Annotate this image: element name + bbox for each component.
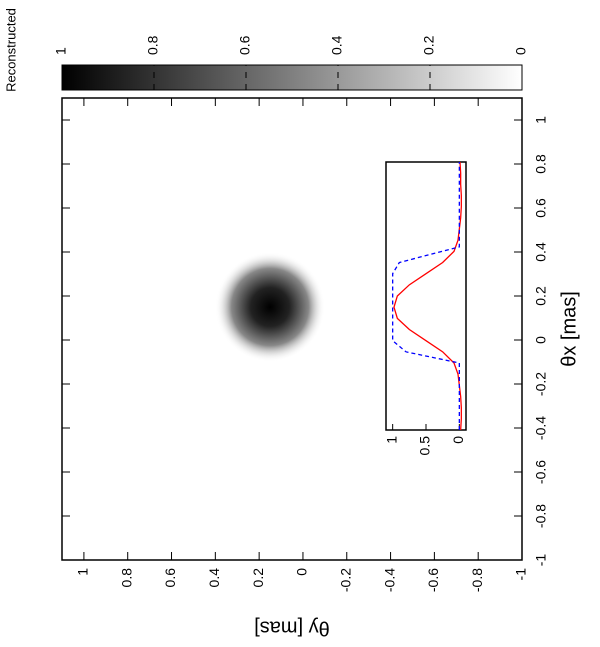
y-tick-label: 0.2 <box>250 568 266 588</box>
x-tick-label: -0.6 <box>533 460 549 484</box>
figure: -1 -0.8 -0.6 -0.4 -0.2 0 0.2 0.4 0.6 0.8 1 -1 -0.8 -0… <box>3 8 580 639</box>
colorbar-tick-label: 1 <box>53 47 69 55</box>
y-tick-label: -0.2 <box>337 568 353 592</box>
x-tick-label: 1 <box>533 116 549 124</box>
x-tick-label: -1 <box>533 554 549 567</box>
colorbar-tick-label: 0.2 <box>421 35 437 55</box>
y-tick-label: -1 <box>513 568 529 581</box>
colorbar <box>61 64 523 91</box>
colorbar-label: Reconstructed <box>3 8 18 92</box>
x-axis-label: θx [mas] <box>558 291 580 367</box>
x-tick-label: 0.8 <box>533 154 549 174</box>
y-tick-label: -0.8 <box>469 568 485 592</box>
y-tick-label: 0.4 <box>206 568 222 588</box>
colorbar-tick-label: 0 <box>513 47 529 55</box>
y-tick-label: 0.8 <box>118 568 134 588</box>
inset-y-tick-label: 1 <box>383 436 399 444</box>
x-tick-label: 0 <box>533 336 549 344</box>
heatmap-source <box>215 252 326 362</box>
x-tick-label: -0.2 <box>533 372 549 396</box>
x-tick-label: 0.4 <box>533 242 549 262</box>
x-tick-label: -0.4 <box>533 416 549 440</box>
inset-y-tick-label: 0.5 <box>417 436 433 456</box>
x-tick-label: -0.8 <box>533 504 549 528</box>
colorbar-tick-label: 0.8 <box>145 35 161 55</box>
x-tick-label: 0.6 <box>533 198 549 218</box>
y-tick-label: -0.6 <box>425 568 441 592</box>
inset-y-tick-label: 0 <box>450 436 466 444</box>
y-tick-label: 1 <box>75 568 91 576</box>
y-tick-label: 0 <box>294 568 310 576</box>
colorbar-tick-label: 0.4 <box>329 35 345 55</box>
colorbar-tick-label: 0.6 <box>237 35 253 55</box>
y-tick-label: -0.4 <box>381 568 397 592</box>
y-tick-label: 0.6 <box>162 568 178 588</box>
x-tick-label: 0.2 <box>533 286 549 306</box>
y-axis-label: θy [mas] <box>254 617 330 639</box>
plot-frame <box>61 97 523 561</box>
